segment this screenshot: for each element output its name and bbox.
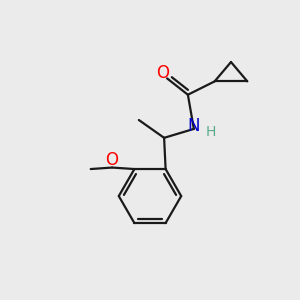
Text: O: O xyxy=(106,151,118,169)
Text: O: O xyxy=(156,64,169,82)
Text: H: H xyxy=(206,125,216,139)
Text: N: N xyxy=(188,117,200,135)
